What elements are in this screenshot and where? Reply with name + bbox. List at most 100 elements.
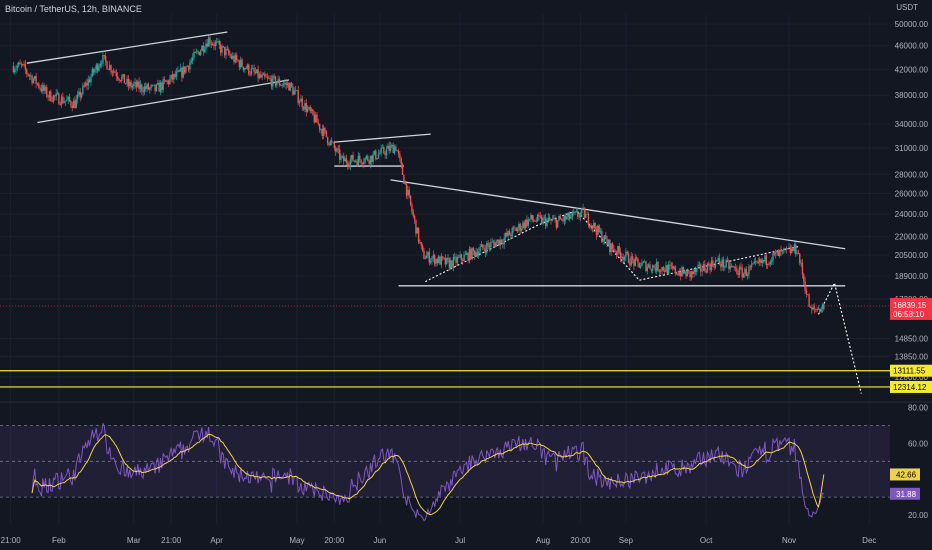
candle-body — [106, 61, 108, 70]
candle-body — [198, 51, 200, 56]
candle-body — [662, 267, 665, 271]
candle-body — [100, 63, 103, 65]
candle-body — [788, 247, 790, 249]
candle-body — [778, 250, 781, 257]
trendline — [26, 31, 228, 64]
candle-body — [15, 68, 17, 70]
candle-body — [391, 144, 393, 146]
candle-body — [146, 84, 148, 89]
candle-body — [625, 251, 627, 257]
rsi-ma-value-tag — [890, 468, 920, 481]
candle-body — [496, 239, 499, 242]
candle-body — [38, 83, 40, 88]
candle-body — [472, 247, 475, 251]
candle-body — [56, 93, 59, 95]
candle-body — [681, 267, 683, 277]
candle-body — [48, 91, 51, 98]
candle-body — [494, 242, 496, 247]
candle-body — [353, 160, 356, 162]
candle-body — [250, 68, 253, 74]
candle-body — [697, 265, 699, 269]
candle-body — [651, 265, 654, 271]
candle-body — [615, 251, 618, 255]
candle-body — [300, 98, 302, 102]
candle-body — [60, 96, 63, 105]
candle-body — [441, 256, 444, 258]
candle-body — [459, 254, 461, 258]
candle-body — [510, 235, 512, 237]
time-tick-label: Feb — [52, 536, 66, 545]
candle-body — [654, 267, 657, 271]
price-tick-label: 34000.00 — [895, 120, 929, 129]
candle-body — [217, 41, 219, 42]
candle-body — [399, 154, 401, 159]
rsi-indicator — [31, 422, 825, 522]
candle-body — [59, 104, 61, 106]
candle-body — [458, 257, 460, 258]
candle-body — [486, 243, 488, 253]
candle-body — [387, 145, 389, 149]
candle-body — [313, 114, 315, 123]
candle-body — [428, 252, 431, 263]
candle-body — [193, 52, 195, 58]
candle-body — [321, 129, 324, 137]
candle-body — [286, 83, 289, 85]
candle-body — [491, 241, 493, 243]
candle-body — [594, 222, 596, 230]
candle-body — [388, 145, 390, 152]
candle-body — [663, 270, 666, 272]
candle-body — [805, 290, 808, 295]
candle-body — [536, 214, 539, 221]
candle-body — [744, 268, 746, 274]
candle-body — [511, 228, 513, 237]
candle-body — [742, 273, 745, 278]
candle-body — [237, 59, 239, 62]
candle-body — [191, 57, 194, 61]
time-tick-label: 21:00 — [1, 536, 22, 545]
candle-body — [244, 68, 246, 70]
candle-body — [443, 257, 445, 259]
candle-body — [82, 85, 84, 94]
candle-body — [90, 76, 92, 83]
candle-body — [717, 257, 719, 261]
candle-body — [726, 260, 729, 262]
candle-body — [207, 37, 210, 47]
candle-body — [416, 227, 418, 234]
candle-body — [404, 183, 406, 185]
candle-body — [462, 259, 464, 261]
candle-body — [278, 79, 281, 86]
candle-body — [768, 263, 770, 265]
candle-body — [334, 148, 337, 152]
candle-body — [125, 83, 127, 85]
candle-body — [638, 262, 640, 268]
candle-body — [696, 268, 698, 273]
candle-body — [405, 183, 408, 196]
candle-body — [606, 239, 608, 245]
candle-body — [183, 66, 186, 73]
candle-body — [676, 273, 678, 275]
candle-body — [784, 247, 786, 250]
candle-body — [31, 75, 33, 84]
candle-body — [795, 244, 797, 254]
candle-body — [349, 159, 352, 166]
candle-body — [807, 294, 809, 296]
candle-body — [400, 158, 402, 165]
candle-body — [451, 260, 453, 268]
candle-body — [298, 101, 301, 103]
candle-body — [62, 96, 64, 103]
candle-body — [129, 81, 131, 86]
candle-body — [392, 144, 394, 154]
candle-body — [754, 260, 757, 262]
candle-body — [488, 245, 491, 248]
candle-body — [257, 69, 259, 79]
candle-body — [595, 229, 598, 236]
candle-body — [185, 66, 187, 73]
time-axis[interactable]: 21:00 Feb Mar 21:00 Apr May 20:00 Jun Jul Aug 20:0… — [1, 536, 877, 545]
candle-body — [762, 260, 765, 262]
time-tick-label: May — [289, 536, 304, 545]
candle-body — [551, 219, 554, 221]
candle-body — [530, 215, 532, 219]
candle-body — [460, 254, 463, 260]
candle-body — [229, 54, 231, 56]
